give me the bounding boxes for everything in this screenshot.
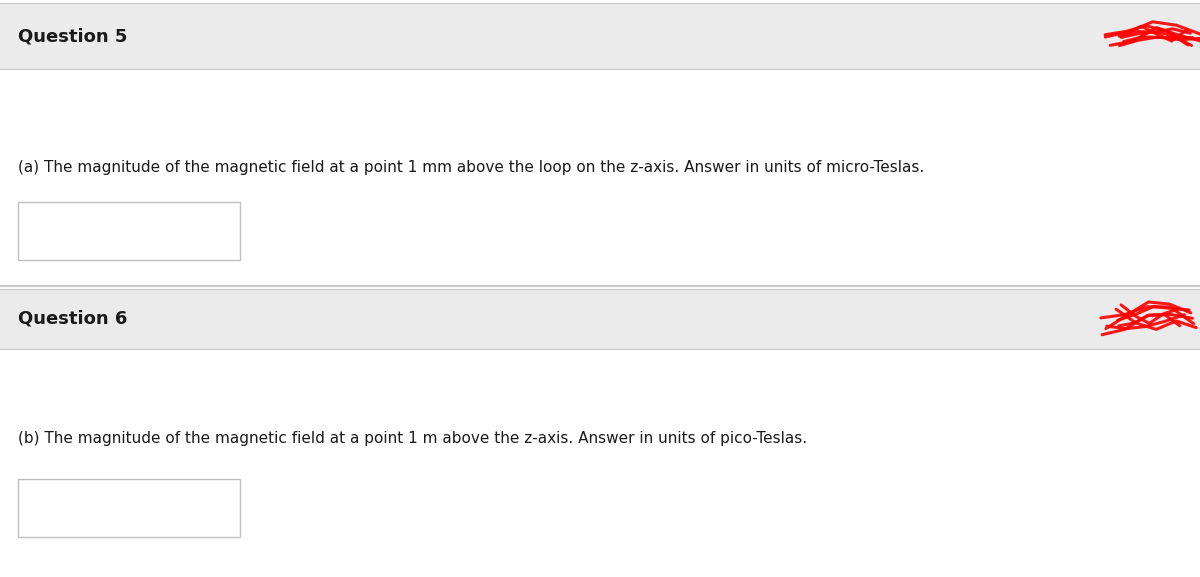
Bar [18,202,240,260]
Text: (b) The magnitude of the magnetic field at a point 1 m above the z-axis. Answer : (b) The magnitude of the magnetic field … [18,431,808,446]
Bar [0,69,1200,286]
Bar [0,349,1200,577]
Bar [0,288,1200,349]
Bar [18,479,240,537]
Text: (a) The magnitude of the magnetic field at a point 1 mm above the loop on the z-: (a) The magnitude of the magnetic field … [18,160,924,175]
Bar [0,3,1200,69]
Text: Question 5: Question 5 [18,27,127,45]
Text: Question 6: Question 6 [18,310,127,328]
